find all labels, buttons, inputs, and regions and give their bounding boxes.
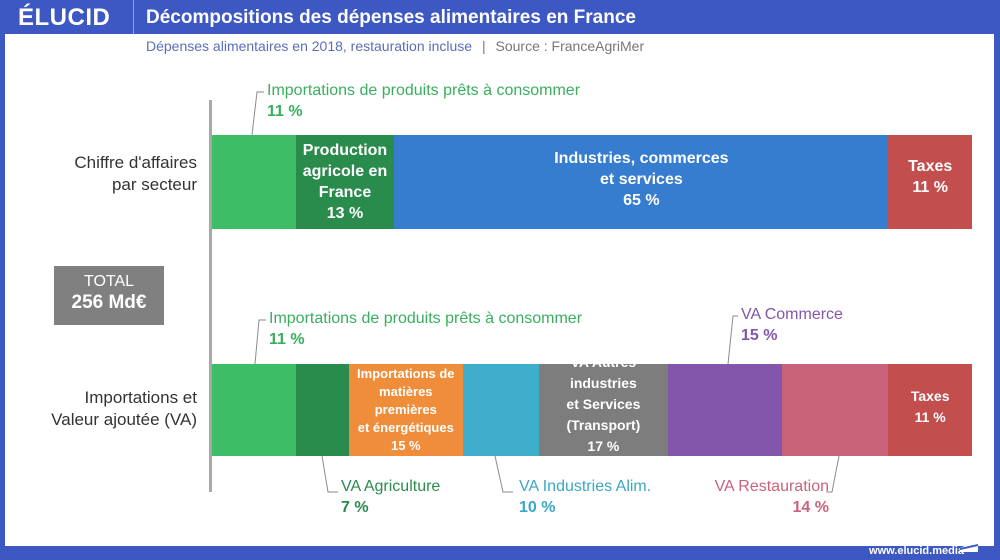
callout-name: Importations de produits prêts à consomm…	[269, 310, 583, 327]
elucid-flag-icon	[960, 540, 978, 552]
bar-segment-va-commerce	[668, 364, 782, 456]
callout-name: Importations de produits prêts à consomm…	[267, 82, 581, 99]
row-label-chiffre-affaires: Chiffre d'affaires par secteur	[74, 152, 197, 196]
callout-importations-de-produits-prets-a-consommer: Importations de produits prêts à consomm…	[267, 80, 580, 122]
segment-value-label: 17 %	[587, 437, 620, 454]
leader-line	[494, 455, 513, 493]
segment-label: Taxes 11 %	[908, 156, 952, 198]
bar-segment-production-agricole-en-france: Production agricole en France 13 %	[295, 135, 395, 229]
segment-label-line: matières premières	[374, 384, 437, 417]
segment-label-line: agricole en	[302, 163, 388, 180]
callout-value: 7 %	[341, 499, 369, 516]
total-label: TOTAL	[83, 273, 135, 290]
callout-name: VA Agriculture	[341, 478, 441, 495]
segment-value-label: 65 %	[623, 191, 660, 209]
segment-label-line: et énergétiques	[357, 420, 454, 435]
segment-label: Importations de matières premières et éner…	[349, 365, 463, 455]
segment-value-label: 11 %	[912, 179, 948, 196]
callout-value: 10 %	[519, 499, 556, 516]
segment-label-line: Taxes	[910, 388, 950, 404]
elucid-logo: ÉLUCID	[18, 4, 111, 31]
bar-segment-va-autres-industries-et-services-transport: VA Autres industries et Services (Transpo…	[538, 354, 668, 456]
segment-label: VA Autres industries et Services (Transpo…	[539, 352, 668, 457]
bar-segment-va-industries-alim	[462, 364, 539, 456]
bar-segment-va-restauration	[782, 364, 889, 456]
segment-label-line: Production	[302, 142, 388, 159]
leader-line	[254, 319, 266, 365]
segment-label-line: et Services (Transport)	[566, 395, 641, 433]
segment-value-label: 13 %	[326, 205, 364, 222]
segment-label-line: VA Autres industries	[569, 353, 637, 391]
segment-value-label: 11 %	[914, 409, 946, 425]
callout-name: VA Restauration	[714, 478, 829, 495]
row-label-line: par secteur	[111, 175, 197, 194]
footer-url[interactable]: www.elucid.media	[869, 545, 964, 557]
leader-line	[251, 91, 264, 136]
segment-label: Taxes 11 %	[911, 386, 950, 428]
callout-va-industries-alim: VA Industries Alim. 10 %	[519, 476, 651, 518]
row-label-line: Valeur ajoutée (VA)	[51, 410, 197, 429]
row-label-line: Chiffre d'affaires	[74, 153, 197, 172]
segment-label-line: Taxes	[908, 158, 953, 175]
callout-va-agriculture: VA Agriculture 7 %	[341, 476, 440, 518]
bar-segment-importations-de-matieres-premieres-et-energetiques: Importations de matières premières et éner…	[348, 364, 463, 456]
callout-value: 11 %	[269, 331, 305, 348]
header-divider	[133, 0, 134, 34]
row-label-line: Importations et	[84, 388, 197, 407]
bar-segment-taxes: Taxes 11 %	[888, 364, 972, 456]
subtitle-text: Dépenses alimentaires en 2018, restaurat…	[146, 38, 473, 54]
chart-panel	[5, 34, 994, 546]
segment-label: Production agricole en France 13 %	[303, 140, 387, 224]
bar-segment-industries-commerces-et-services: Industries, commerces et services 65 %	[394, 135, 889, 229]
segment-label-line: France	[318, 184, 372, 201]
chart-axis	[209, 100, 212, 492]
segment-label: Industries, commerces et services 65 %	[554, 148, 728, 211]
leader-line	[826, 455, 840, 493]
callout-value: 15 %	[741, 327, 778, 344]
bar-segment-va-agriculture	[295, 364, 349, 456]
segment-value-label: 15 %	[390, 438, 421, 453]
bar-segment-taxes: Taxes 11 %	[888, 135, 972, 229]
subtitle: Dépenses alimentaires en 2018, restaurat…	[146, 38, 644, 54]
row-label-importations-va: Importations et Valeur ajoutée (VA)	[51, 387, 197, 431]
bar-segment-importations-de-produits-prets-a-consommer	[212, 364, 296, 456]
callout-importations-de-produits-prets-a-consommer: Importations de produits prêts à consomm…	[269, 308, 582, 350]
callout-va-restauration: VA Restauration 14 %	[715, 476, 829, 518]
callout-name: VA Industries Alim.	[519, 478, 652, 495]
segment-label-line: et services	[600, 170, 683, 188]
callout-va-commerce: VA Commerce 15 %	[741, 304, 843, 346]
leader-line	[727, 315, 738, 365]
segment-label-line: Importations de	[357, 366, 455, 381]
subtitle-separator: |	[481, 38, 486, 54]
leader-line	[321, 455, 338, 493]
total-badge: TOTAL 256 Md€	[54, 266, 164, 325]
callout-value: 11 %	[267, 103, 303, 120]
bar-segment-importations-de-produits-prets-a-consommer	[212, 135, 296, 229]
source-text: Source : FranceAgriMer	[495, 38, 645, 54]
total-value: 256 Md€	[71, 292, 147, 313]
callout-name: VA Commerce	[741, 306, 843, 323]
segment-label-line: Industries, commerces	[554, 149, 729, 167]
page-title: Décompositions des dépenses alimentaires…	[146, 7, 636, 28]
callout-value: 14 %	[792, 499, 829, 516]
